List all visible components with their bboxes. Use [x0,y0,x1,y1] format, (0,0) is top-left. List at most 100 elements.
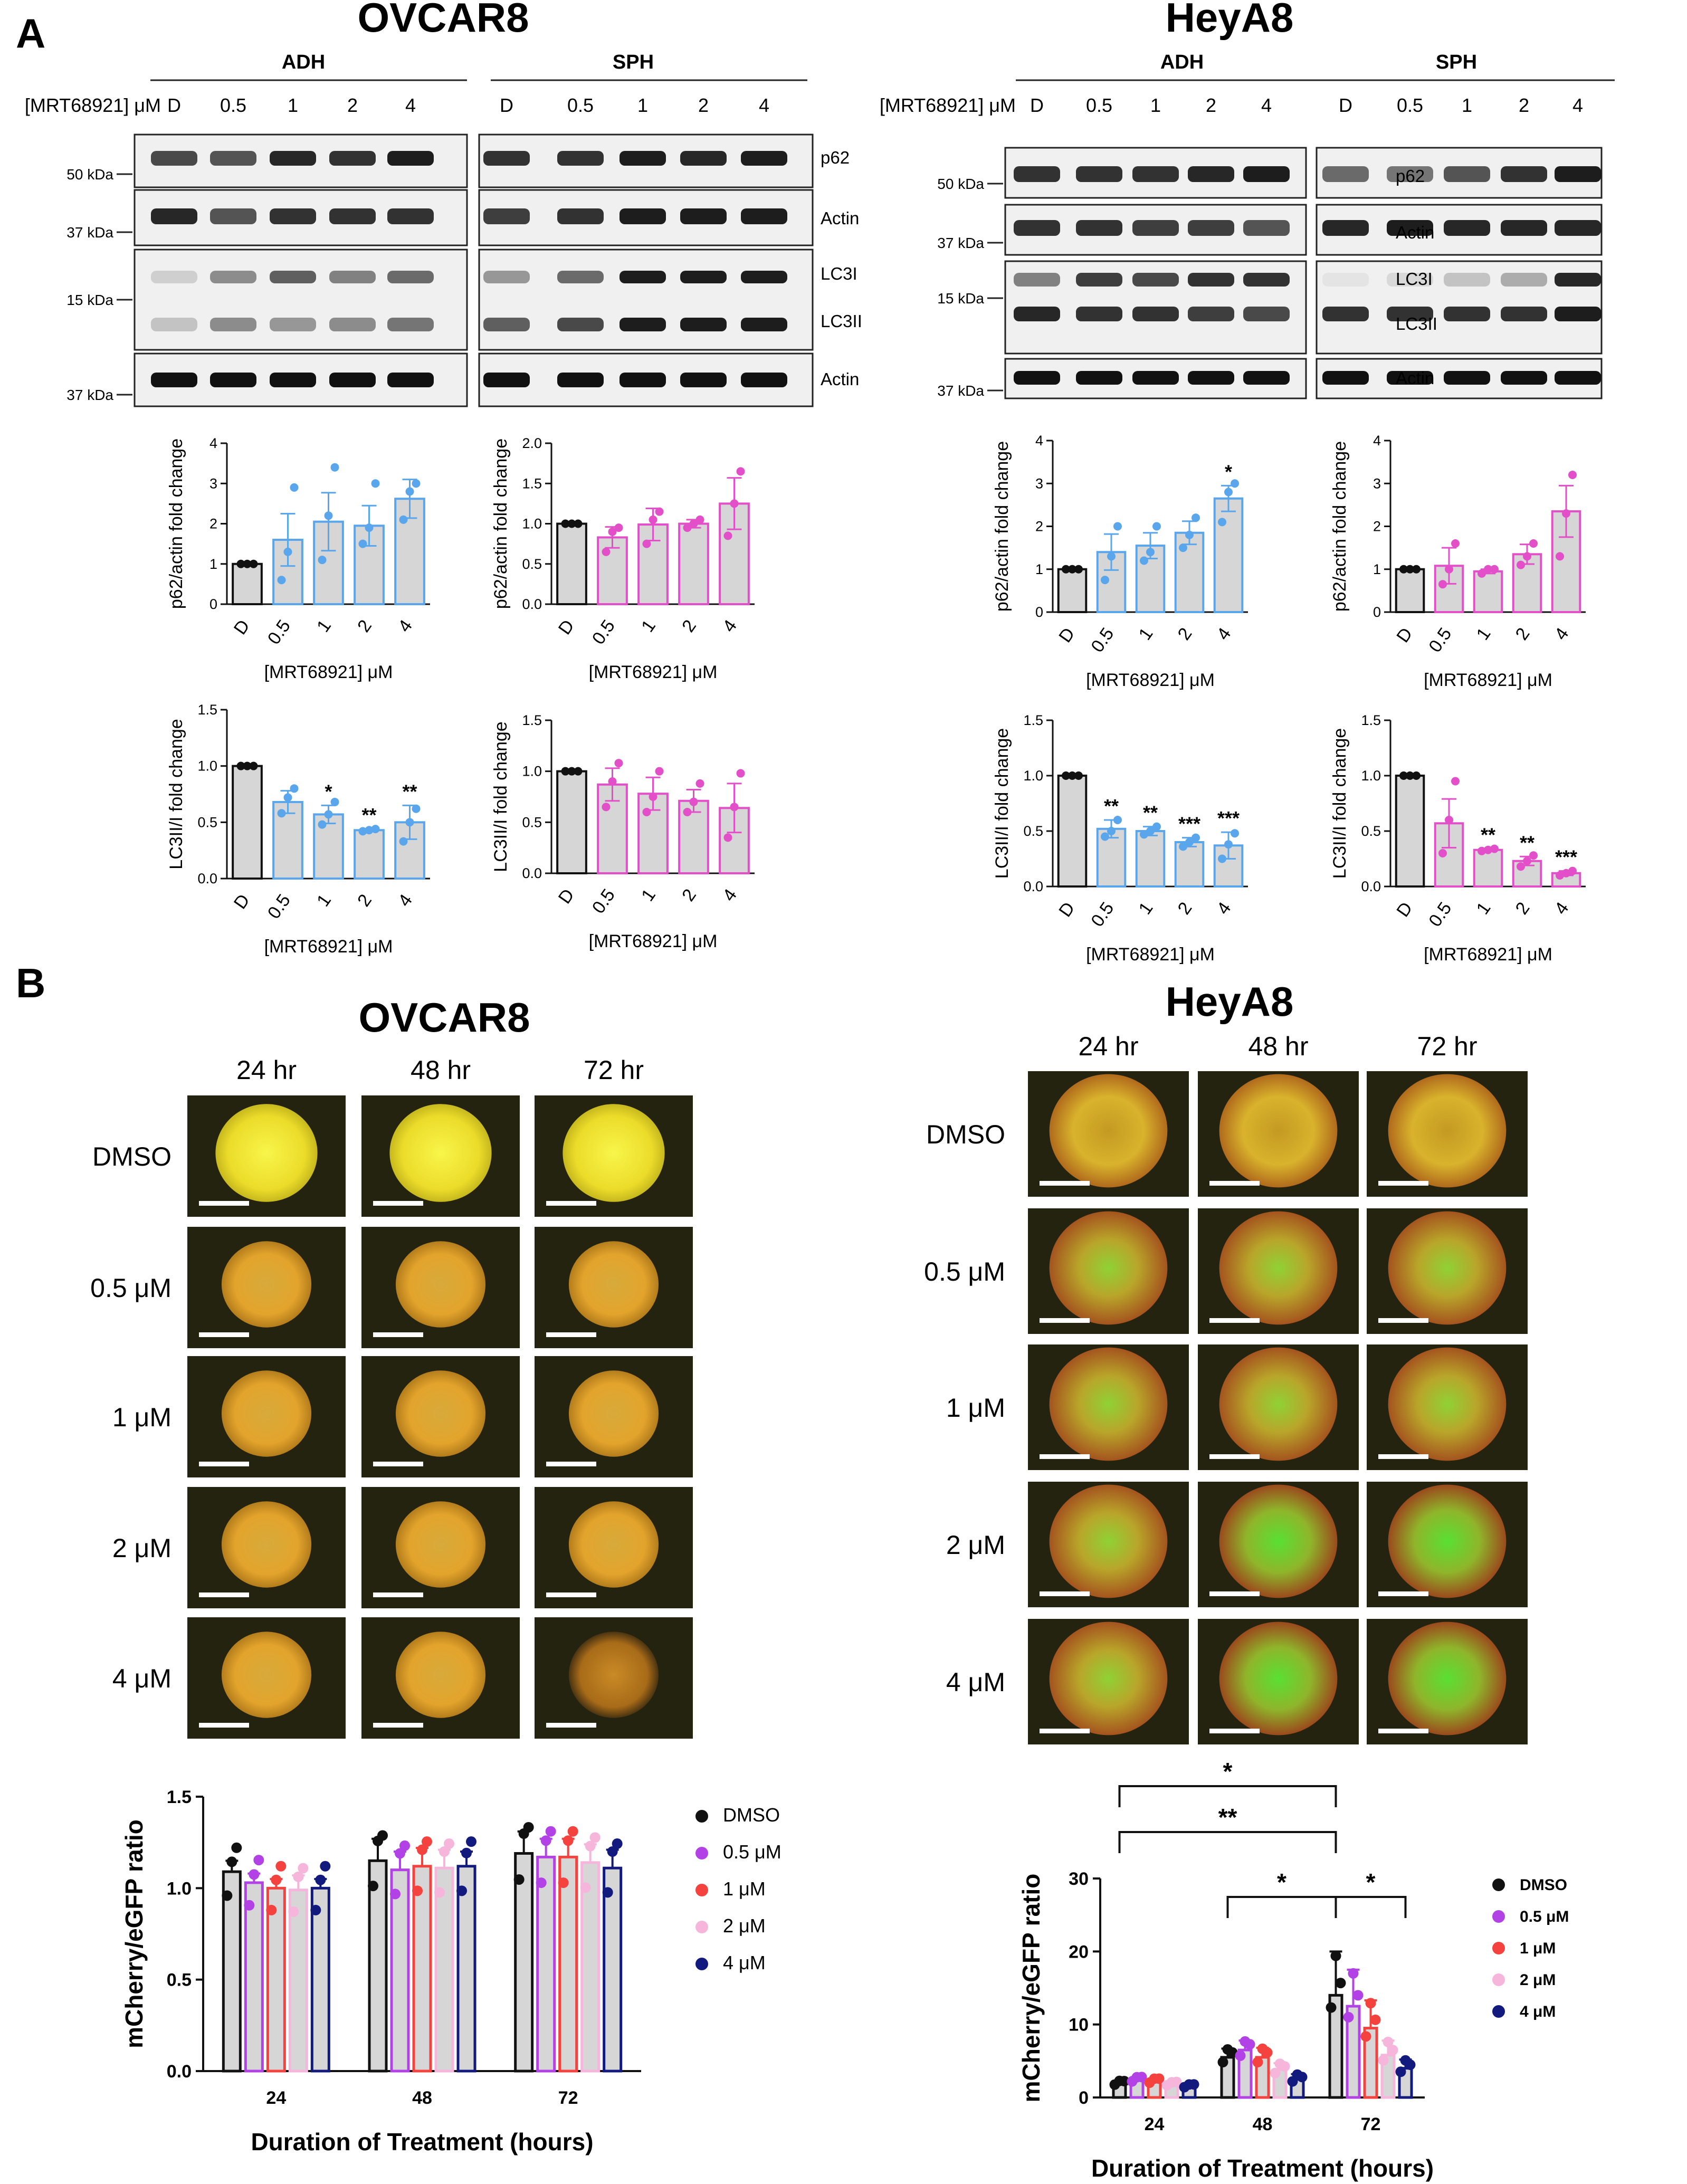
x-tick-label: 4 [394,891,416,910]
time-label: 48 hr [411,1055,471,1085]
data-point [1348,1968,1359,1979]
significance-mark: ** [1481,824,1495,846]
data-point [1395,2066,1406,2077]
data-point [1218,854,1226,863]
scale-bar [199,1332,249,1337]
data-point [1227,2047,1238,2058]
blot-band [680,271,727,283]
data-point [434,1887,445,1898]
y-axis-title: LC3II/I fold change [491,721,511,872]
scale-bar [373,1592,423,1597]
data-point [315,1874,326,1885]
blot-band [1501,371,1547,385]
data-point [1224,840,1233,849]
data-point [412,1885,423,1896]
data-point [405,487,414,496]
band-label: LC3I [821,264,857,283]
data-point [1406,565,1414,574]
blot-band [1132,307,1179,321]
blot-band [1076,307,1122,321]
spheroid [1388,1347,1507,1461]
data-point [1171,2076,1182,2087]
x-tick-label: D [1393,899,1416,921]
y-tick-label: 1.5 [1023,712,1043,728]
data-point [1568,471,1577,479]
significance-mark: *** [1178,813,1200,835]
data-point [558,1877,569,1889]
data-point [607,1846,618,1857]
condition-label: 0.5 μM [90,1273,171,1303]
legend-marker [695,1958,708,1970]
data-point [1490,844,1499,853]
data-point [1445,565,1453,574]
drug-label: [MRT68921] μM [880,94,1016,116]
data-point [689,797,698,806]
legend-label: 0.5 μM [1520,1908,1569,1925]
condition-label: DMSO [92,1142,171,1171]
y-tick-label: 0 [1079,2088,1089,2108]
x-tick-label: 1 [637,885,660,905]
band-label: Actin [821,369,859,389]
group-label-sph: SPH [613,51,654,73]
data-point [330,797,339,806]
blot-strip [478,249,814,351]
x-tick-label: 48 [1253,2114,1273,2134]
blot-band [741,373,787,387]
data-point [723,833,732,842]
x-tick-label: 1 [1135,899,1157,918]
blot-band [1555,307,1601,321]
data-point [642,808,651,816]
y-tick-label: 4 [1035,433,1043,449]
y-tick-label: 1.5 [522,712,542,728]
y-tick-label: 0 [1035,604,1043,620]
heya8-micro-title: HeyA8 [1166,978,1294,1025]
spheroid [1388,1074,1507,1188]
data-point [1224,488,1233,497]
y-tick-label: 1 [209,556,217,572]
data-point [1119,2076,1130,2087]
blot-band [1444,166,1490,182]
scale-bar [1378,1318,1428,1323]
x-axis-title: [MRT68921] μM [1424,670,1552,690]
data-point [1107,827,1116,835]
spheroid [395,1501,486,1588]
blot-band [1243,166,1290,182]
x-axis-title: [MRT68921] μM [1086,945,1215,965]
x-tick-label: 4 [1213,899,1235,918]
data-point [1330,1950,1341,1961]
bar [272,539,303,605]
data-point [1365,1998,1376,2009]
y-tick-label: 2.0 [522,435,542,451]
data-point [608,527,617,536]
data-point [1360,2031,1371,2042]
data-point [1387,2045,1398,2056]
kda-marker: 50 kDa [66,166,113,183]
data-point [730,499,739,508]
legend-marker [1492,1878,1505,1891]
blot-band [619,271,666,283]
data-point [365,826,374,835]
y-tick-label: 0 [209,596,217,612]
x-tick-label: 1 [1135,624,1157,644]
data-point [318,820,327,829]
data-point [642,539,651,548]
blot-band [1444,307,1490,321]
x-tick-label: 1 [313,616,335,636]
heya8-western: HeyA8 ADH SPH [MRT68921] μM D 0.5 1 2 4 D 0.5 1 2 4 p6… [880,0,1615,399]
data-point [1192,833,1200,842]
blot-band [1555,371,1601,385]
blot-band [1188,273,1234,287]
x-tick-label: 0.5 [264,616,294,648]
data-point [561,767,570,776]
blot-band [210,151,256,166]
bar [368,1859,388,2073]
x-tick-label: 1 [637,616,660,636]
x-tick-label: 4 [719,616,741,636]
data-point [231,1842,242,1853]
data-point [655,767,664,776]
x-tick-label: D [555,616,578,638]
scale-bar [199,1462,249,1466]
data-point [567,1826,578,1837]
time-label: 72 hr [584,1055,644,1085]
blot-band [557,151,604,166]
